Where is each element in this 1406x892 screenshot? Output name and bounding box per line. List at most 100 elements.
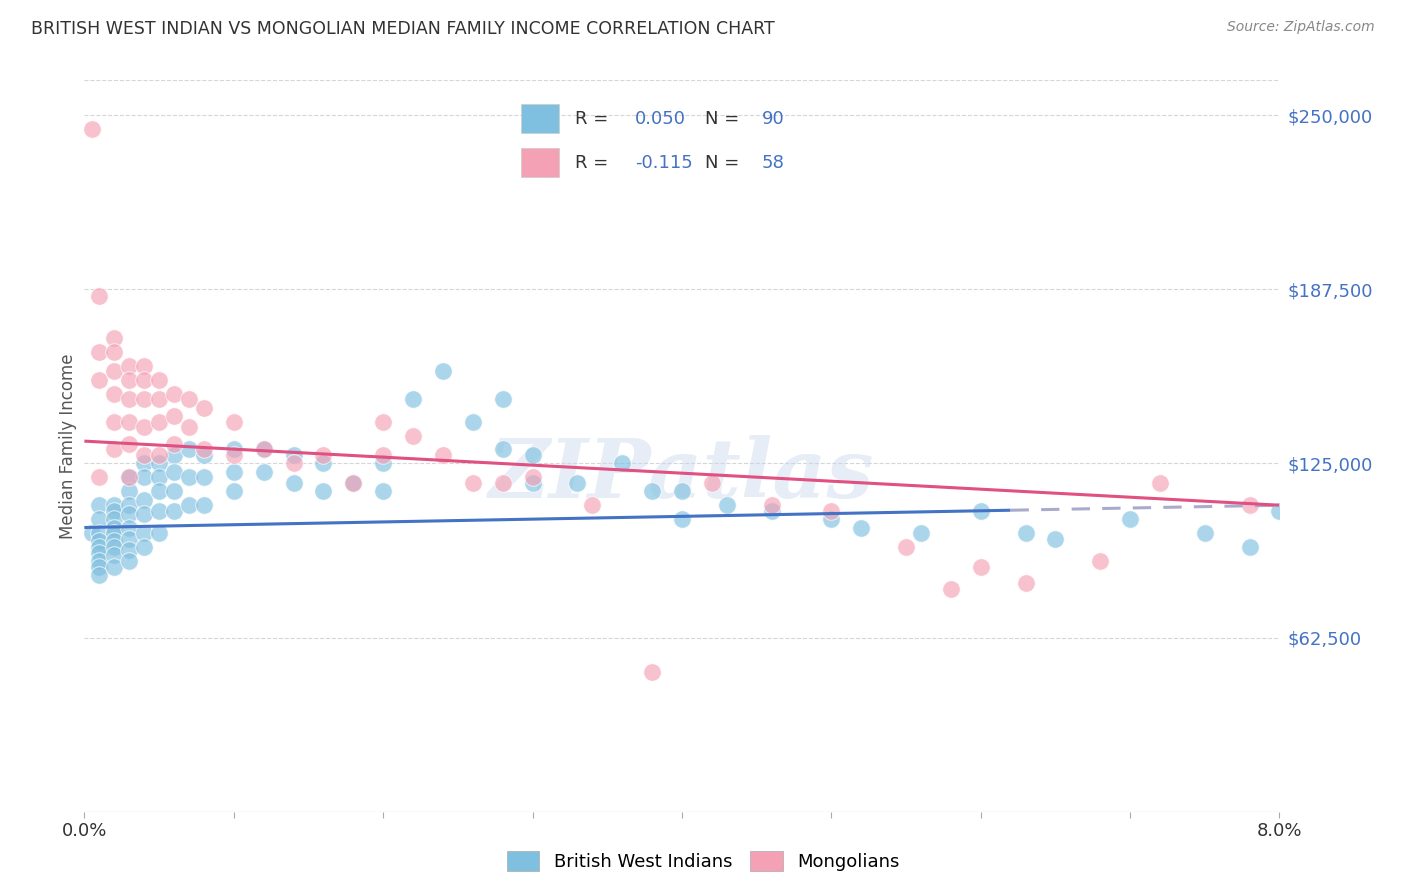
Point <box>222 415 245 429</box>
Point <box>118 415 141 429</box>
Point <box>163 437 186 451</box>
Point <box>193 401 215 415</box>
Point <box>118 554 141 568</box>
Legend: British West Indians, Mongolians: British West Indians, Mongolians <box>499 844 907 879</box>
Point <box>132 540 156 554</box>
Point <box>581 498 603 512</box>
Point <box>283 448 305 462</box>
Text: ZIPatlas: ZIPatlas <box>489 435 875 516</box>
Point <box>222 484 245 499</box>
Point <box>1045 532 1067 546</box>
Point <box>222 465 245 479</box>
Point <box>132 373 156 387</box>
Point <box>342 475 364 490</box>
Point <box>118 498 141 512</box>
Text: BRITISH WEST INDIAN VS MONGOLIAN MEDIAN FAMILY INCOME CORRELATION CHART: BRITISH WEST INDIAN VS MONGOLIAN MEDIAN … <box>31 20 775 37</box>
Point <box>492 392 515 407</box>
Point <box>148 392 170 407</box>
Point <box>103 549 125 563</box>
Point <box>177 470 200 484</box>
Point <box>641 484 664 499</box>
Point <box>118 359 141 373</box>
Point <box>148 373 170 387</box>
Point <box>132 392 156 407</box>
Point <box>970 559 993 574</box>
Point <box>89 540 111 554</box>
Point <box>80 122 103 136</box>
Point <box>148 448 170 462</box>
Point <box>148 415 170 429</box>
Point <box>373 457 395 471</box>
Point <box>612 457 634 471</box>
Point <box>148 504 170 518</box>
Point <box>461 415 484 429</box>
Point <box>522 475 544 490</box>
Point <box>820 504 842 518</box>
Point <box>103 559 125 574</box>
Point <box>103 540 125 554</box>
Point <box>118 392 141 407</box>
Point <box>851 520 873 534</box>
Point <box>461 475 484 490</box>
Point <box>118 470 141 484</box>
Point <box>89 289 111 303</box>
Point <box>253 442 276 457</box>
Point <box>671 512 693 526</box>
Point <box>700 475 723 490</box>
Point <box>373 484 395 499</box>
Point <box>103 512 125 526</box>
Point <box>820 512 842 526</box>
Point <box>103 498 125 512</box>
Point <box>163 409 186 423</box>
Point <box>177 392 200 407</box>
Point <box>567 475 589 490</box>
Point <box>1119 512 1142 526</box>
Point <box>163 386 186 401</box>
Point <box>894 540 917 554</box>
Point <box>342 475 364 490</box>
Point <box>89 559 111 574</box>
Point <box>163 504 186 518</box>
Point <box>1014 526 1036 541</box>
Point <box>103 415 125 429</box>
Point <box>910 526 932 541</box>
Point <box>80 526 103 541</box>
Point <box>89 554 111 568</box>
Point <box>148 526 170 541</box>
Point <box>222 448 245 462</box>
Point <box>89 345 111 359</box>
Point <box>253 465 276 479</box>
Point <box>118 373 141 387</box>
Point <box>1149 475 1171 490</box>
Point <box>103 534 125 549</box>
Point <box>193 498 215 512</box>
Point <box>177 498 200 512</box>
Point <box>402 392 425 407</box>
Point <box>132 526 156 541</box>
Point <box>177 442 200 457</box>
Point <box>432 364 454 378</box>
Point <box>716 498 738 512</box>
Point <box>103 442 125 457</box>
Point <box>132 470 156 484</box>
Point <box>89 373 111 387</box>
Point <box>222 442 245 457</box>
Point <box>89 534 111 549</box>
Point <box>89 512 111 526</box>
Point <box>163 448 186 462</box>
Point <box>103 331 125 345</box>
Point <box>132 420 156 434</box>
Point <box>103 504 125 518</box>
Point <box>132 359 156 373</box>
Point <box>193 442 215 457</box>
Point <box>118 484 141 499</box>
Point <box>641 665 664 680</box>
Point <box>118 520 141 534</box>
Point <box>148 470 170 484</box>
Point <box>373 448 395 462</box>
Point <box>492 442 515 457</box>
Point <box>522 470 544 484</box>
Point <box>89 545 111 559</box>
Point <box>132 457 156 471</box>
Point <box>522 448 544 462</box>
